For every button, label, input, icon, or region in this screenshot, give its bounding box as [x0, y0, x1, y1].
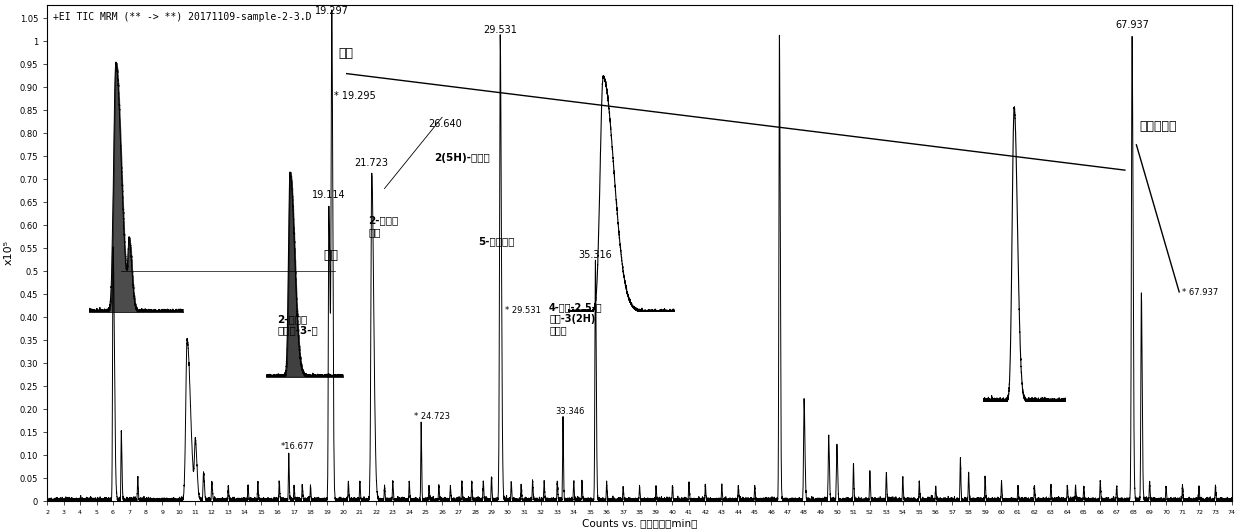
Text: * 24.723: * 24.723 [414, 412, 450, 421]
Text: 糊醇: 糊醇 [324, 249, 339, 262]
Y-axis label: x10⁵: x10⁵ [4, 240, 14, 265]
Text: * 67.937: * 67.937 [1183, 287, 1219, 296]
Text: *16.677: *16.677 [281, 443, 315, 451]
X-axis label: Counts vs. 保留时间（min）: Counts vs. 保留时间（min） [582, 518, 697, 528]
Text: 67.937: 67.937 [1115, 20, 1149, 30]
Text: 2-甲基四
氢呋喃-3-酮: 2-甲基四 氢呋喃-3-酮 [278, 314, 319, 336]
Text: 2(5H)-呋喃酮: 2(5H)-呋喃酮 [434, 153, 490, 163]
Text: 26.640: 26.640 [429, 119, 463, 129]
Text: * 19.295: * 19.295 [334, 91, 376, 101]
Text: 糊醛: 糊醛 [339, 47, 353, 60]
Text: 正十七碳烷: 正十七碳烷 [1140, 120, 1177, 134]
Text: * 29.531: * 29.531 [505, 306, 541, 315]
Text: +EI TIC MRM (** -> **) 20171109-sample-2-3.D: +EI TIC MRM (** -> **) 20171109-sample-2… [53, 12, 311, 22]
Text: 4-羟基-2.5-二
甲基-3(2H)
呋喃酮: 4-羟基-2.5-二 甲基-3(2H) 呋喃酮 [549, 302, 603, 336]
Text: 19.297: 19.297 [315, 6, 348, 16]
Text: 29.531: 29.531 [484, 24, 517, 35]
Text: 19.114: 19.114 [312, 190, 346, 200]
Text: 5-甲基糊醛: 5-甲基糊醛 [479, 236, 515, 246]
Text: 2-呋喃基
甲醇: 2-呋喃基 甲醇 [368, 215, 398, 237]
Text: 35.316: 35.316 [579, 250, 613, 260]
Text: 33.346: 33.346 [556, 407, 585, 416]
Text: 21.723: 21.723 [355, 158, 389, 168]
